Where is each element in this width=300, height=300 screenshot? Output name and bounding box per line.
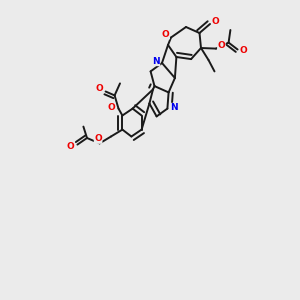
Text: O: O <box>67 142 75 151</box>
Text: O: O <box>218 41 225 50</box>
Text: O: O <box>96 84 104 93</box>
Text: O: O <box>107 103 115 112</box>
Text: N: N <box>152 57 160 66</box>
Text: N: N <box>170 103 178 112</box>
Text: O: O <box>212 16 219 26</box>
Text: O: O <box>240 46 248 55</box>
Text: O: O <box>94 134 102 143</box>
Text: O: O <box>162 30 170 39</box>
